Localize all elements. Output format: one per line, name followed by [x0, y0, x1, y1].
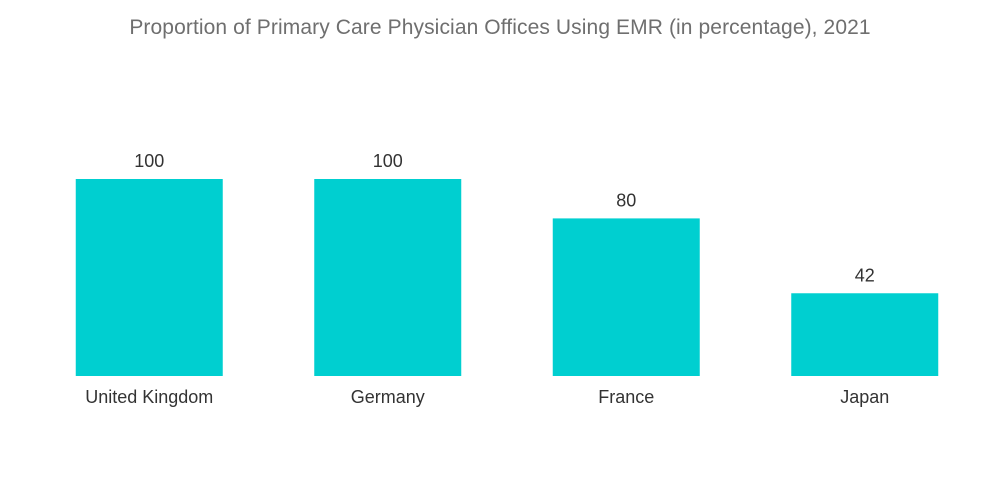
value-label-united-kingdom: 100	[134, 151, 164, 171]
bar-united-kingdom	[75, 179, 223, 376]
value-label-japan: 42	[855, 265, 875, 285]
value-label-germany: 100	[373, 151, 403, 171]
chart-title: Proportion of Primary Care Physician Off…	[129, 16, 871, 39]
bar-france	[552, 218, 700, 376]
value-label-france: 80	[616, 190, 636, 210]
category-label-france: France	[598, 387, 654, 407]
bar-japan	[791, 293, 939, 376]
category-label-japan: Japan	[840, 387, 889, 407]
category-label-united-kingdom: United Kingdom	[85, 387, 213, 407]
category-label-germany: Germany	[351, 387, 425, 407]
bar-germany	[314, 179, 462, 376]
